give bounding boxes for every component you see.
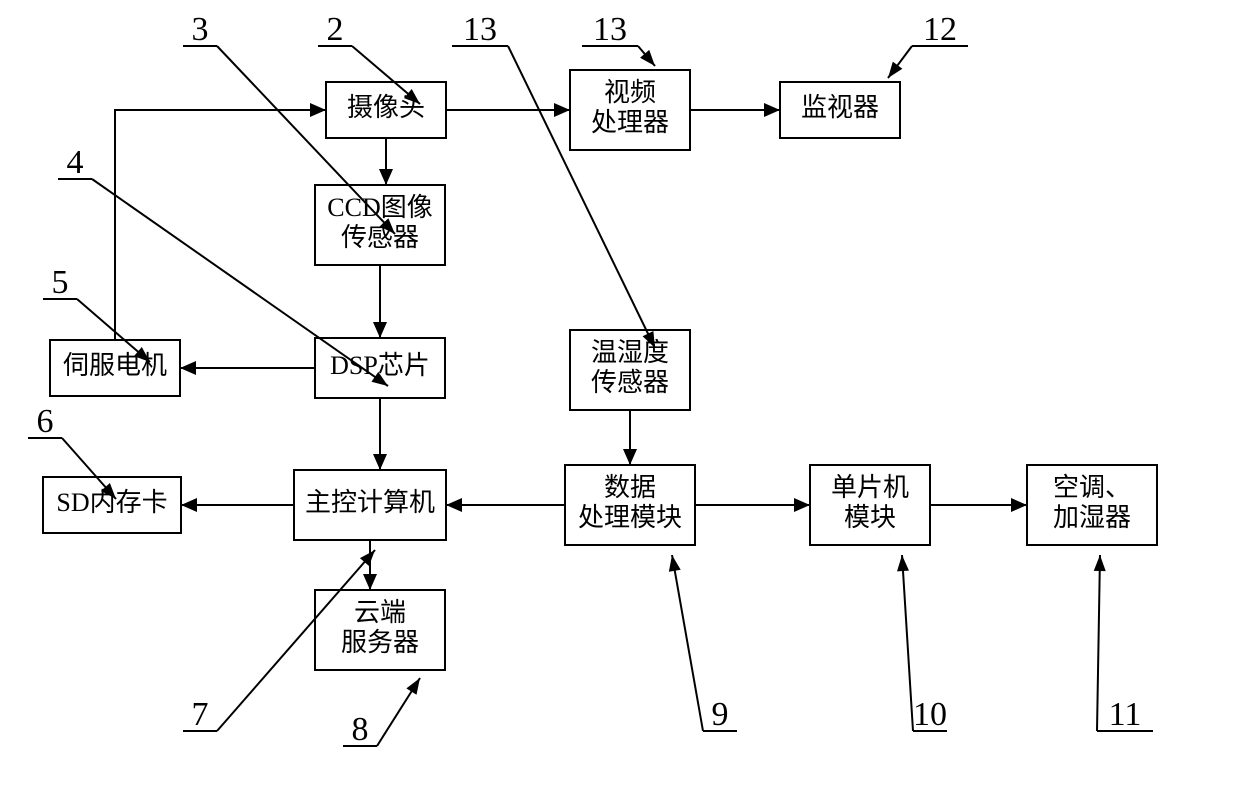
node-label: 视频	[604, 78, 656, 107]
node-label: 处理器	[591, 108, 669, 137]
arrow-head	[180, 361, 196, 375]
annotation-leader	[902, 555, 913, 731]
node-n1: 摄像头	[326, 82, 446, 138]
node-label: 单片机	[831, 473, 909, 502]
annotation-8: 9	[669, 555, 737, 733]
node-label: 数据	[604, 473, 656, 502]
node-label: 传感器	[591, 368, 669, 397]
arrow-head	[373, 454, 387, 470]
node-label: 温湿度	[591, 338, 669, 367]
arrow-head	[794, 498, 810, 512]
node-label: 主控计算机	[305, 488, 435, 517]
node-label: 传感器	[341, 223, 419, 252]
annotation-number: 4	[67, 144, 84, 181]
annotation-number: 13	[593, 11, 627, 48]
annotation-arrow	[406, 678, 420, 695]
node-n6: 主控计算机	[294, 470, 446, 540]
annotation-leader	[672, 555, 703, 731]
annotation-leader	[217, 46, 395, 234]
annotation-number: 3	[192, 11, 209, 48]
arrow-head	[446, 498, 462, 512]
arrow-head	[1011, 498, 1027, 512]
annotation-number: 6	[37, 403, 54, 440]
annotation-10: 11	[1094, 555, 1153, 733]
node-n11: 监视器	[780, 82, 900, 138]
node-label: 伺服电机	[63, 351, 167, 380]
system-block-diagram: 摄像头 CCD图像传感器 DSP芯片 伺服电机 SD内存卡 主控计算机云端服务器 数据处理模…	[0, 0, 1240, 788]
annotation-12: 13	[582, 11, 655, 66]
node-n7: 云端服务器	[315, 590, 445, 670]
annotation-9: 10	[897, 555, 947, 733]
annotation-arrow	[897, 555, 909, 571]
arrow-head	[181, 498, 197, 512]
node-n3: DSP芯片	[315, 338, 445, 398]
annotation-7: 8	[343, 678, 420, 748]
node-n10: 空调、加湿器	[1027, 465, 1157, 545]
arrow-head	[623, 449, 637, 465]
node-n9: 单片机模块	[810, 465, 930, 545]
node-n2: CCD图像传感器	[315, 185, 445, 265]
annotation-arrow	[669, 555, 681, 572]
arrow-head	[363, 574, 377, 590]
node-n4: 伺服电机	[50, 340, 180, 396]
annotation-number: 8	[352, 711, 369, 748]
nodes-layer: 摄像头 CCD图像传感器 DSP芯片 伺服电机 SD内存卡 主控计算机云端服务器 数据处理模…	[43, 70, 1157, 670]
arrow-head	[373, 322, 387, 338]
arrow-head	[764, 103, 780, 117]
annotation-number: 7	[192, 696, 209, 733]
node-n12: 视频处理器	[570, 70, 690, 150]
annotation-number: 10	[913, 696, 947, 733]
node-n13: 温湿度传感器	[570, 330, 690, 410]
annotation-number: 12	[923, 11, 957, 48]
annotation-number: 5	[52, 264, 69, 301]
annotation-leader	[1097, 555, 1100, 731]
annotation-number: 2	[327, 11, 344, 48]
annotation-number: 13	[463, 11, 497, 48]
annotation-arrow	[1094, 555, 1106, 571]
node-label: 服务器	[341, 628, 419, 657]
node-label: 模块	[844, 503, 896, 532]
node-label: 空调、	[1053, 473, 1131, 502]
annotation-arrow	[888, 62, 902, 78]
edge-n4-n1	[115, 110, 326, 340]
annotation-11: 12	[888, 11, 968, 78]
node-label: 加湿器	[1053, 503, 1131, 532]
arrow-head	[554, 103, 570, 117]
node-n5: SD内存卡	[43, 477, 181, 533]
node-label: 云端	[354, 598, 406, 627]
arrow-head	[379, 169, 393, 185]
annotation-number: 9	[712, 696, 729, 733]
annotation-number: 11	[1109, 696, 1142, 733]
arrow-head	[310, 103, 326, 117]
annotation-13: 13	[452, 11, 655, 348]
node-label: 处理模块	[578, 503, 682, 532]
node-n8: 数据处理模块	[565, 465, 695, 545]
node-label: 监视器	[801, 93, 879, 122]
